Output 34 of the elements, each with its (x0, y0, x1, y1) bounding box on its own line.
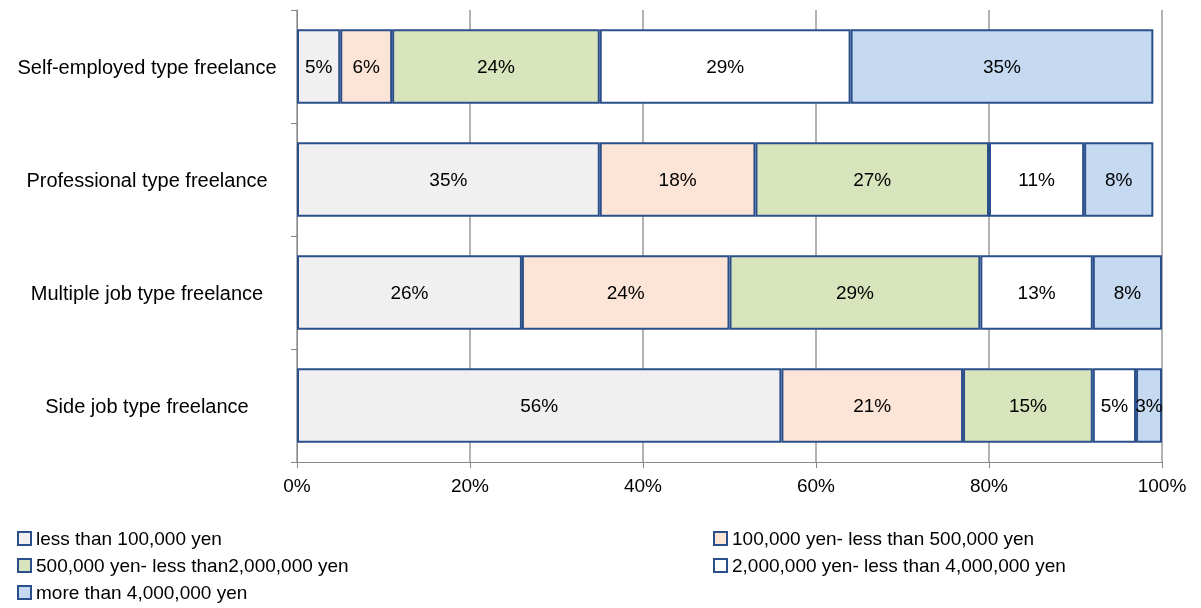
data-label: 15% (1008, 395, 1048, 416)
x-tick-label: 20% (450, 475, 490, 496)
data-label: 8% (1113, 282, 1142, 303)
y-tick-label: Side job type freelance (45, 394, 249, 417)
x-tick-label: 80% (969, 475, 1009, 496)
y-tick-label: Professional type freelance (26, 168, 268, 191)
x-tick-label: 0% (283, 475, 311, 496)
x-tick-label: 40% (623, 475, 663, 496)
data-label: 35% (429, 169, 468, 190)
y-tick-label: Multiple job type freelance (30, 281, 264, 304)
data-label: 5% (1100, 395, 1129, 416)
data-label: 21% (853, 395, 892, 416)
data-label: 18% (658, 169, 697, 190)
data-label: 26% (390, 282, 429, 303)
x-tick-label: 100% (1137, 475, 1187, 496)
legend-label: 500,000 yen- less than2,000,000 yen (36, 555, 349, 576)
legend-label: 100,000 yen- less than 500,000 yen (732, 528, 1035, 549)
data-label: 29% (706, 56, 745, 77)
data-label: 35% (982, 56, 1022, 77)
data-label: 27% (853, 169, 892, 190)
legend-label: more than 4,000,000 yen (36, 582, 248, 603)
data-label: 29% (835, 282, 875, 303)
data-label: 24% (476, 56, 516, 77)
y-tick-label: Self-employed type freelance (17, 55, 277, 78)
data-label: 8% (1105, 169, 1133, 190)
x-tick-label: 60% (796, 475, 836, 496)
legend-label: less than 100,000 yen (36, 528, 222, 549)
data-label: 56% (520, 395, 559, 416)
legend-label: 2,000,000 yen- less than 4,000,000 yen (732, 555, 1066, 576)
data-label: 5% (304, 56, 333, 77)
data-label: 11% (1018, 169, 1055, 190)
data-label: 24% (606, 282, 645, 303)
data-label: 13% (1017, 282, 1056, 303)
data-label: 6% (352, 56, 381, 77)
